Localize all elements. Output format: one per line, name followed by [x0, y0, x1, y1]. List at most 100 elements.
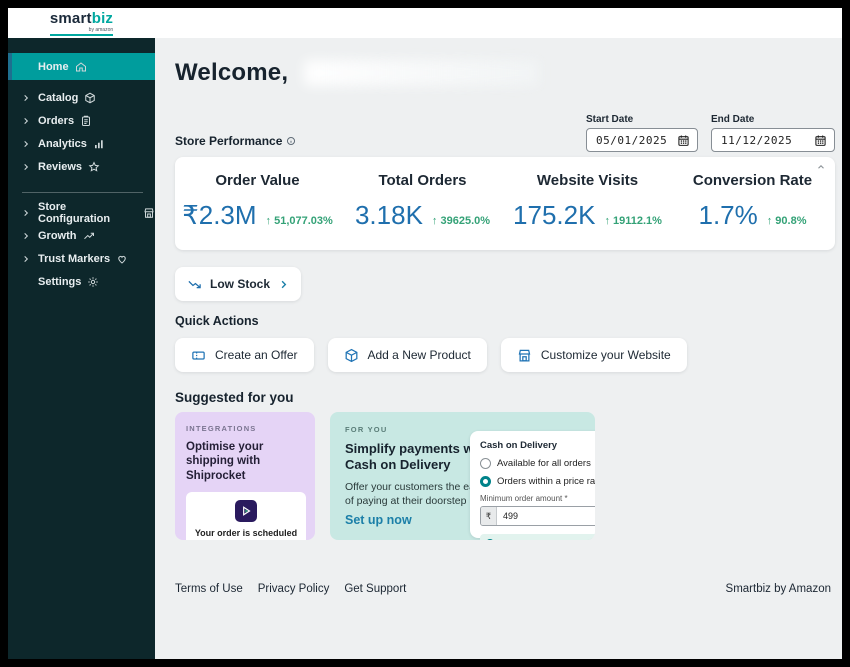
info-icon[interactable] [286, 136, 296, 146]
chevron-right-icon [22, 117, 32, 125]
radio-selected-icon[interactable] [480, 476, 491, 487]
radio-label: Orders within a price range [497, 476, 595, 487]
metric-value: ₹2.3M [182, 200, 257, 230]
sidebar: Home Catalog Orders [8, 38, 155, 659]
chevron-right-icon [22, 94, 32, 102]
bar-chart-icon [93, 138, 105, 150]
sidebar-divider [22, 192, 143, 193]
quick-actions-title: Quick Actions [175, 314, 259, 328]
footer-brand: Smartbiz by Amazon [725, 583, 831, 595]
logo-byline: by amazon [88, 26, 114, 33]
sidebar-item-trust-markers[interactable]: Trust Markers [8, 247, 155, 270]
chevron-right-icon [22, 232, 32, 240]
card-tag: FOR YOU [345, 425, 388, 434]
logo-text-biz: biz [91, 9, 114, 27]
end-date-input[interactable] [719, 132, 808, 148]
radio-unselected-icon[interactable] [480, 458, 491, 469]
metric-label: Total Orders [378, 172, 467, 189]
top-bar: smartbiz by amazon [8, 8, 842, 38]
redacted-username [304, 59, 540, 86]
sidebar-item-catalog[interactable]: Catalog [8, 86, 155, 109]
chevron-right-icon [278, 279, 289, 290]
sidebar-item-label: Analytics [38, 137, 87, 150]
logo-text-smart: smart [49, 9, 92, 27]
quick-action-label: Create an Offer [215, 348, 298, 362]
metric-change: ↑ 19112.1% [604, 215, 662, 227]
sidebar-item-growth[interactable]: Growth [8, 224, 155, 247]
add-product-button[interactable]: Add a New Product [327, 338, 487, 372]
metric-change: ↑ 51,077.03% [265, 215, 333, 227]
cube-icon [344, 348, 359, 363]
customize-website-button[interactable]: Customize your Website [500, 338, 687, 372]
metric-total-orders: Total Orders 3.18K ↑ 39625.0% [340, 172, 505, 250]
metric-value: 3.18K [354, 200, 423, 230]
get-support-link[interactable]: Get Support [344, 583, 407, 595]
preview-headline: Your order is scheduled for pickup in th… [193, 528, 300, 540]
shiprocket-logo-icon [235, 500, 257, 523]
coupon-icon [191, 348, 206, 363]
info-icon [485, 538, 495, 540]
cod-option-all-orders[interactable]: Available for all orders [480, 458, 595, 469]
sidebar-item-store-configuration[interactable]: Store Configuration [8, 201, 155, 225]
calendar-icon[interactable] [677, 134, 690, 147]
terms-of-use-link[interactable]: Terms of Use [175, 583, 243, 595]
min-order-amount-label: Minimum order amount * [480, 494, 568, 503]
metric-change: ↑ 90.8% [766, 215, 807, 227]
set-up-now-link[interactable]: Set up now [345, 513, 412, 527]
cod-option-price-range[interactable]: Orders within a price range [480, 476, 595, 487]
card-tag: INTEGRATIONS [186, 424, 257, 433]
storefront-icon [143, 207, 155, 219]
logo-container[interactable]: smartbiz by amazon [8, 11, 155, 36]
sidebar-item-reviews[interactable]: Reviews [8, 155, 155, 178]
store-performance-card: Order Value ₹2.3M ↑ 51,077.03% Total Ord… [175, 157, 835, 250]
radio-label: Available for all orders [497, 458, 591, 469]
card-title: Optimise your shipping with Shiprocket [186, 441, 264, 482]
clipboard-icon [80, 115, 92, 127]
cod-panel-title: Cash on Delivery [480, 440, 558, 451]
shiprocket-card[interactable]: INTEGRATIONS Optimise your shipping with… [175, 412, 315, 540]
card-title: Simplify payments with Cash on Delivery [345, 441, 490, 473]
sidebar-item-label: Growth [38, 229, 77, 242]
min-order-amount-field[interactable]: ₹ [480, 506, 595, 526]
cod-note-text: COD available for orders between ₹499 an… [499, 539, 595, 541]
quick-action-label: Customize your Website [540, 348, 671, 362]
trend-down-icon [187, 277, 202, 292]
end-date-label: End Date [711, 114, 755, 125]
cod-note: COD available for orders between ₹499 an… [480, 534, 595, 540]
metric-website-visits: Website Visits 175.2K ↑ 19112.1% [505, 172, 670, 250]
privacy-policy-link[interactable]: Privacy Policy [257, 583, 330, 595]
sidebar-item-home[interactable]: Home [8, 53, 155, 80]
create-offer-button[interactable]: Create an Offer [175, 338, 314, 372]
calendar-icon[interactable] [814, 134, 827, 147]
start-date-input[interactable] [594, 132, 671, 148]
card-body: Offer your customers the ease of paying … [345, 480, 487, 508]
footer: Terms of Use Privacy Policy Get Support … [175, 583, 835, 595]
chevron-right-icon [22, 163, 32, 171]
sidebar-item-settings[interactable]: Settings [8, 270, 155, 293]
metric-change: ↑ 39625.0% [431, 215, 491, 227]
low-stock-button[interactable]: Low Stock [175, 267, 302, 301]
chevron-right-icon [22, 255, 32, 263]
metric-label: Website Visits [536, 172, 639, 189]
chevron-right-icon [22, 209, 32, 217]
start-date-field[interactable] [586, 128, 698, 152]
sidebar-item-label: Settings [38, 275, 82, 288]
end-date-field[interactable] [711, 128, 835, 152]
page-title: Welcome, [175, 58, 289, 86]
sidebar-item-label: Reviews [38, 160, 83, 173]
sidebar-item-orders[interactable]: Orders [8, 109, 155, 132]
metric-value: 175.2K [513, 200, 596, 230]
metric-order-value: Order Value ₹2.3M ↑ 51,077.03% [175, 172, 340, 250]
cod-card[interactable]: FOR YOU Simplify payments with Cash on D… [330, 412, 595, 540]
suggested-title: Suggested for you [175, 390, 294, 405]
min-order-amount-input[interactable] [497, 507, 595, 525]
sidebar-item-label: Catalog [38, 91, 79, 104]
star-icon [88, 160, 100, 173]
home-icon [75, 61, 87, 73]
metric-conversion-rate: Conversion Rate 1.7% ↑ 90.8% [670, 172, 835, 250]
metric-value: 1.7% [698, 200, 758, 230]
start-date-label: Start Date [586, 114, 634, 125]
sidebar-item-analytics[interactable]: Analytics [8, 132, 155, 155]
currency-prefix: ₹ [481, 507, 497, 525]
collapse-chevron-up-icon[interactable] [816, 162, 826, 172]
